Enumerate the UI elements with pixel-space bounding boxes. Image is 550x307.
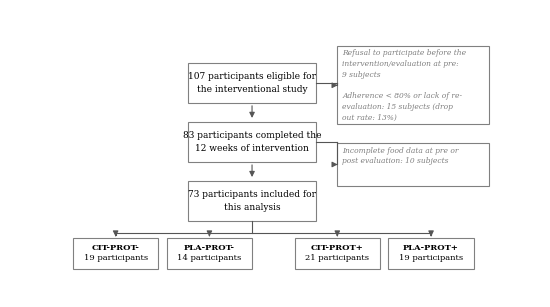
Text: 83 participants completed the
12 weeks of intervention: 83 participants completed the 12 weeks o… xyxy=(183,131,321,153)
FancyBboxPatch shape xyxy=(167,238,252,269)
FancyBboxPatch shape xyxy=(337,143,488,186)
Text: 14 participants: 14 participants xyxy=(177,254,241,262)
Text: PLA-PROT+: PLA-PROT+ xyxy=(403,244,459,252)
FancyBboxPatch shape xyxy=(188,63,316,103)
Text: CIT-PROT-: CIT-PROT- xyxy=(92,244,140,252)
Text: Refusal to participate before the
intervention/evaluation at pre:
9 subjects

Ad: Refusal to participate before the interv… xyxy=(343,49,466,121)
Text: 19 participants: 19 participants xyxy=(399,254,463,262)
Text: 107 participants eligible for
the interventional study: 107 participants eligible for the interv… xyxy=(188,72,316,94)
FancyBboxPatch shape xyxy=(188,122,316,162)
FancyBboxPatch shape xyxy=(188,181,316,221)
Text: 73 participants included for
this analysis: 73 participants included for this analys… xyxy=(188,190,316,212)
Text: Incomplete food data at pre or
post evaluation: 10 subjects: Incomplete food data at pre or post eval… xyxy=(343,147,459,165)
FancyBboxPatch shape xyxy=(73,238,158,269)
FancyBboxPatch shape xyxy=(337,46,488,124)
Text: CIT-PROT+: CIT-PROT+ xyxy=(311,244,364,252)
FancyBboxPatch shape xyxy=(295,238,380,269)
Text: 21 participants: 21 participants xyxy=(305,254,369,262)
Text: 19 participants: 19 participants xyxy=(84,254,148,262)
FancyBboxPatch shape xyxy=(388,238,474,269)
Text: PLA-PROT-: PLA-PROT- xyxy=(184,244,235,252)
